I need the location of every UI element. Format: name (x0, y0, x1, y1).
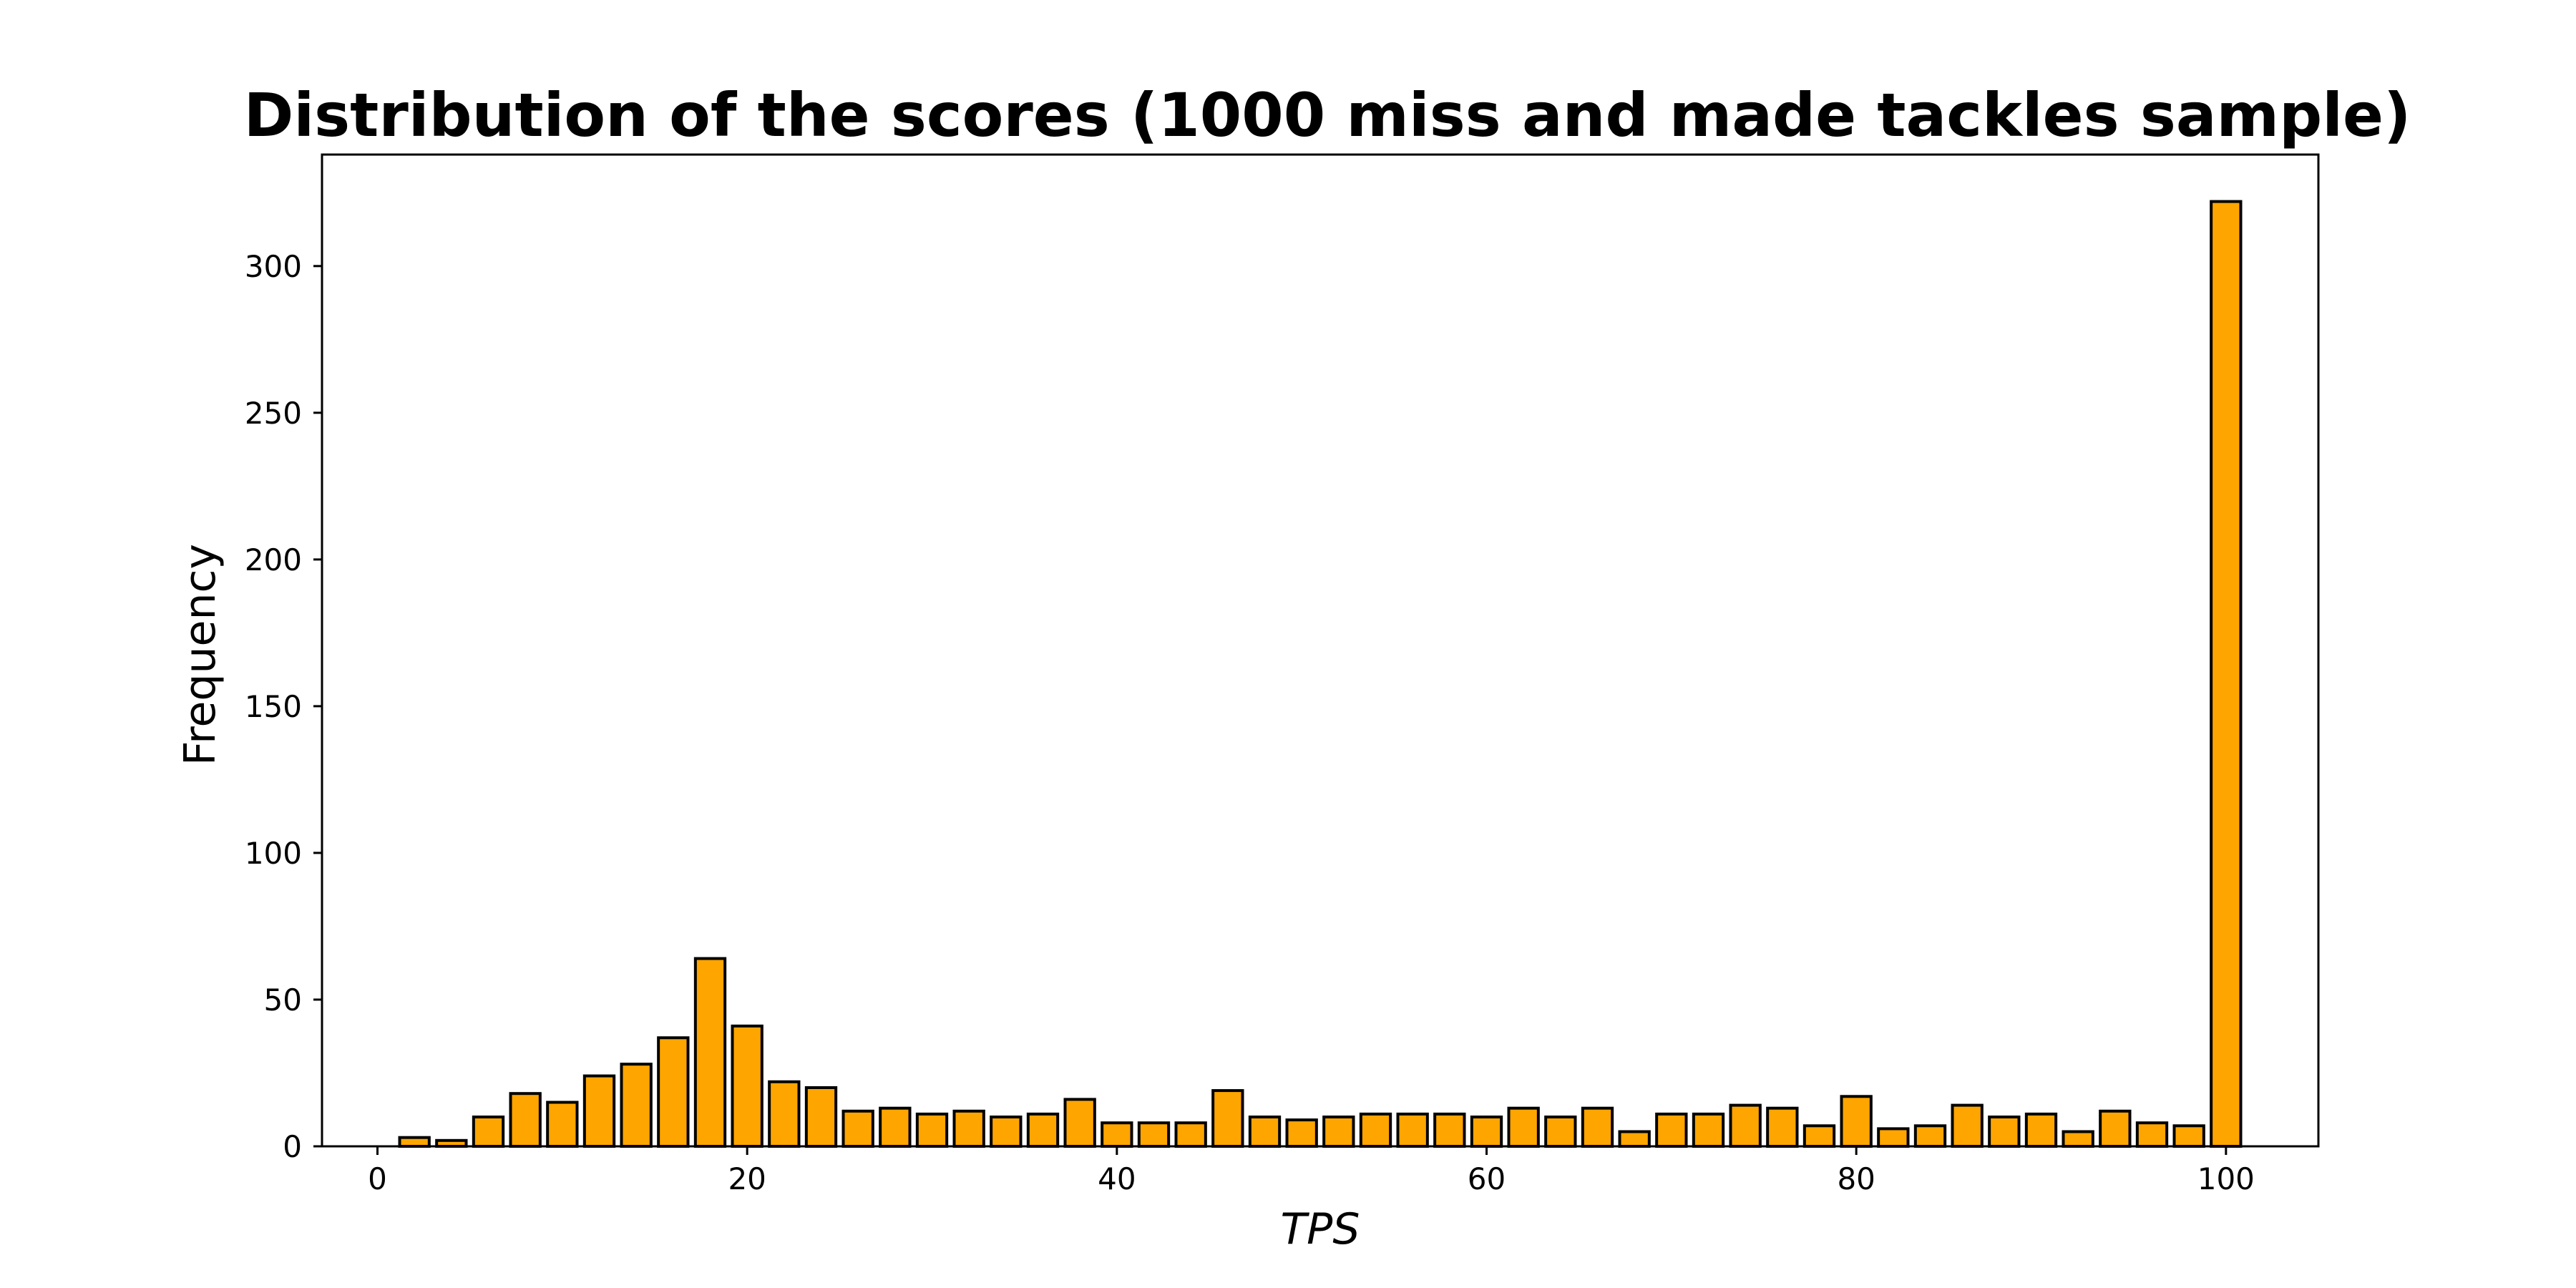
plot-frame (321, 153, 2320, 1148)
bar (1101, 1121, 1133, 1148)
bar (1729, 1103, 1762, 1148)
x-tick-label: 40 (1098, 1161, 1136, 1196)
y-axis-label: Frequency (175, 544, 225, 766)
bar (915, 1112, 949, 1148)
bar (509, 1092, 542, 1148)
x-tick-label: 0 (368, 1161, 387, 1196)
x-tick-label: 100 (2197, 1161, 2255, 1196)
bar (1544, 1115, 1577, 1148)
bar (1248, 1115, 1282, 1148)
bar (1913, 1124, 1947, 1148)
y-tick-label: 200 (245, 542, 302, 577)
bar (1618, 1130, 1651, 1148)
bar (2210, 200, 2243, 1148)
bar (620, 1063, 653, 1148)
bar (472, 1115, 505, 1148)
bar (1433, 1112, 1466, 1148)
y-axis-ticks: 0 50 100 150 200 250 300 (245, 249, 322, 1164)
x-axis-ticks: 0 20 40 60 80 100 (368, 1146, 2255, 1196)
bar (1655, 1112, 1688, 1148)
bar (657, 1036, 690, 1148)
bar (1877, 1127, 1910, 1148)
bar (990, 1115, 1023, 1148)
bar (1692, 1112, 1725, 1148)
bar (582, 1074, 616, 1148)
x-axis-label: TPS (1281, 1204, 1360, 1254)
bar (1507, 1106, 1540, 1148)
y-tick-label: 50 (264, 982, 302, 1018)
bar (879, 1106, 912, 1148)
bar (1285, 1118, 1318, 1148)
x-tick-label: 60 (1468, 1161, 1506, 1196)
bar (768, 1080, 801, 1148)
bar (1063, 1098, 1096, 1148)
x-tick-label: 80 (1837, 1161, 1875, 1196)
bar (2024, 1112, 2058, 1148)
bar (1396, 1112, 1429, 1148)
bar (1359, 1112, 1392, 1148)
bar (2135, 1121, 2169, 1148)
bar (952, 1109, 985, 1148)
bar (841, 1109, 874, 1148)
bar (2099, 1109, 2132, 1148)
bar (1951, 1103, 1984, 1148)
bar (1211, 1089, 1244, 1148)
y-tick-label: 250 (245, 396, 302, 431)
bar (693, 957, 727, 1148)
bar (2062, 1130, 2094, 1148)
bar (1802, 1124, 1836, 1148)
bar (1322, 1115, 1355, 1148)
bar (731, 1024, 763, 1148)
bar (1470, 1115, 1503, 1148)
bar (398, 1136, 431, 1148)
y-tick-label: 100 (245, 836, 302, 871)
x-tick-label: 20 (728, 1161, 766, 1196)
bar (804, 1085, 838, 1148)
bar (1026, 1112, 1060, 1148)
bar-series (398, 200, 2243, 1148)
bar (1766, 1106, 1799, 1148)
chart-title: Distribution of the scores (1000 miss an… (244, 80, 2411, 150)
bar (1174, 1121, 1207, 1148)
y-tick-label: 0 (283, 1129, 302, 1164)
bar (1137, 1121, 1171, 1148)
y-tick-label: 300 (245, 249, 302, 284)
bar (1581, 1106, 1614, 1148)
y-tick-label: 150 (245, 689, 302, 724)
bar (2172, 1124, 2205, 1148)
bar (1840, 1095, 1873, 1148)
bar (1988, 1115, 2021, 1148)
bar (546, 1101, 579, 1148)
